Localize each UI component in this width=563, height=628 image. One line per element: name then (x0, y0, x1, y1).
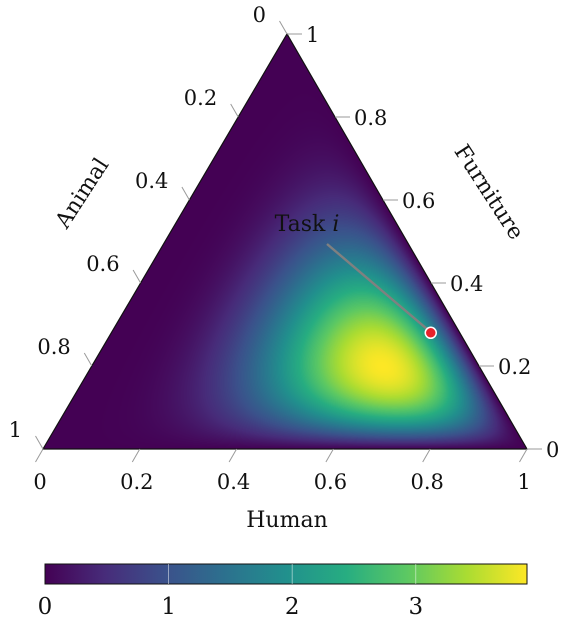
colorbar-gradient (44, 563, 528, 585)
furniture-tick-label: 0.2 (498, 355, 531, 379)
human-tick-label: 0.6 (314, 470, 347, 494)
animal-tick (181, 186, 190, 201)
task-point (424, 326, 438, 340)
task-label: Task i (275, 212, 340, 237)
human-tick (422, 448, 431, 463)
human-tick-label: 1 (517, 470, 530, 494)
furniture-tick-label: 1 (306, 23, 319, 47)
human-tick-label: 0 (33, 470, 46, 494)
furniture-tick-label: 0 (546, 438, 559, 462)
axis-ticks: 0 0 0 0.2 0.2 0.2 0.4 0.4 0.4 0.6 0.6 0.6 0.8 0.8 0.8 1… (9, 3, 560, 494)
triangle-border (41, 32, 529, 450)
colorbar-tick-label: 2 (285, 594, 300, 620)
human-tick (519, 448, 528, 463)
colorbar-tick-label: 0 (38, 594, 53, 620)
animal-tick (83, 352, 93, 367)
colorbar-tick-label: 1 (161, 594, 176, 620)
animal-tick-label: 0.6 (86, 252, 119, 276)
animal-tick-label: 1 (9, 418, 22, 442)
task-annotation: Task i (275, 212, 438, 340)
human-tick-label: 0.8 (410, 470, 443, 494)
animal-tick-label: 0.8 (37, 335, 70, 359)
animal-tick (279, 20, 288, 35)
colorbar-tick-label: 3 (408, 594, 423, 620)
animal-tick (230, 103, 239, 118)
animal-axis-label: Animal (50, 154, 114, 234)
furniture-axis-label: Furniture (449, 140, 529, 244)
human-axis-label: Human (246, 508, 328, 533)
human-tick-label: 0.2 (120, 470, 153, 494)
human-tick (228, 448, 238, 463)
animal-tick-label: 0.2 (184, 86, 217, 110)
colorbar: 0 1 2 3 (38, 563, 528, 620)
human-tick (131, 448, 141, 463)
animal-tick-label: 0.4 (135, 169, 168, 193)
animal-tick (35, 435, 44, 450)
human-tick-label: 0.4 (217, 470, 250, 494)
animal-tick (132, 269, 142, 284)
human-tick (35, 448, 44, 463)
task-callout-line (326, 243, 428, 330)
furniture-tick-label: 0.6 (402, 189, 435, 213)
human-tick (325, 448, 334, 463)
furniture-tick-label: 0.4 (450, 272, 483, 296)
colorbar-ticks: 0 1 2 3 (38, 564, 423, 620)
furniture-tick-label: 0.8 (354, 106, 387, 130)
animal-tick-label: 0 (253, 3, 266, 27)
